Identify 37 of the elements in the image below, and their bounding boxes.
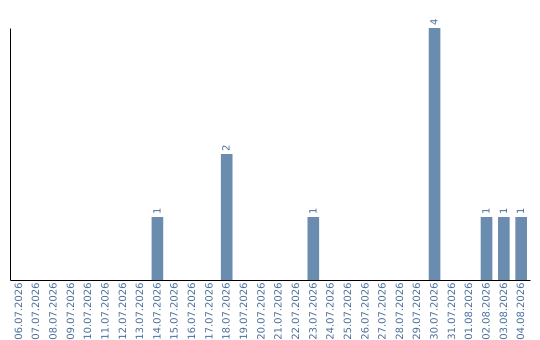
x-tick-label: 20.07.2026 bbox=[256, 282, 268, 340]
x-tick-label: 09.07.2026 bbox=[66, 282, 77, 340]
x-tick-label: 13.07.2026 bbox=[135, 282, 146, 340]
x-tick-label: 12.07.2026 bbox=[118, 282, 129, 340]
x-tick-label: 02.08.2026 bbox=[482, 282, 493, 340]
x-tick-label: 22.07.2026 bbox=[290, 282, 302, 340]
data-label: 1 bbox=[308, 208, 320, 214]
data-label: 1 bbox=[152, 208, 164, 214]
x-tick-label: 21.07.2026 bbox=[274, 282, 285, 340]
x-tick-label: 25.07.2026 bbox=[342, 282, 354, 340]
x-tick-label: 26.07.2026 bbox=[360, 282, 372, 340]
data-label: 1 bbox=[498, 208, 510, 214]
x-tick-label: 01.08.2026 bbox=[464, 282, 476, 340]
x-tick-label: 28.07.2026 bbox=[394, 282, 406, 340]
x-tick-label: 19.07.2026 bbox=[239, 282, 250, 340]
x-tick-label: 14.07.2026 bbox=[152, 282, 164, 340]
x-tick-label: 18.07.2026 bbox=[222, 282, 233, 340]
x-tick-label: 06.07.2026 bbox=[14, 282, 25, 340]
x-tick-label: 03.08.2026 bbox=[498, 282, 510, 340]
x-tick-label: 11.07.2026 bbox=[100, 282, 112, 340]
x-tick-label: 07.07.2026 bbox=[31, 282, 42, 340]
data-label: 2 bbox=[222, 144, 233, 151]
x-tick-label: 10.07.2026 bbox=[83, 282, 94, 340]
x-tick-label: 31.07.2026 bbox=[446, 282, 458, 340]
x-tick-label: 27.07.2026 bbox=[378, 282, 389, 340]
x-tick-label: 17.07.2026 bbox=[204, 282, 216, 340]
data-label: 1 bbox=[516, 208, 528, 214]
x-tick-label: 23.07.2026 bbox=[308, 282, 320, 340]
x-tick-label: 16.07.2026 bbox=[187, 282, 198, 340]
x-tick-label: 29.07.2026 bbox=[412, 282, 424, 340]
x-tick-label: 24.07.2026 bbox=[326, 282, 337, 340]
x-tick-label: 08.07.2026 bbox=[48, 282, 60, 340]
x-tick-label: 15.07.2026 bbox=[170, 282, 181, 340]
data-label: 4 bbox=[430, 18, 441, 25]
data-label: 1 bbox=[482, 208, 493, 214]
x-tick-label: 04.08.2026 bbox=[516, 282, 528, 340]
x-tick-label: 30.07.2026 bbox=[430, 282, 441, 340]
